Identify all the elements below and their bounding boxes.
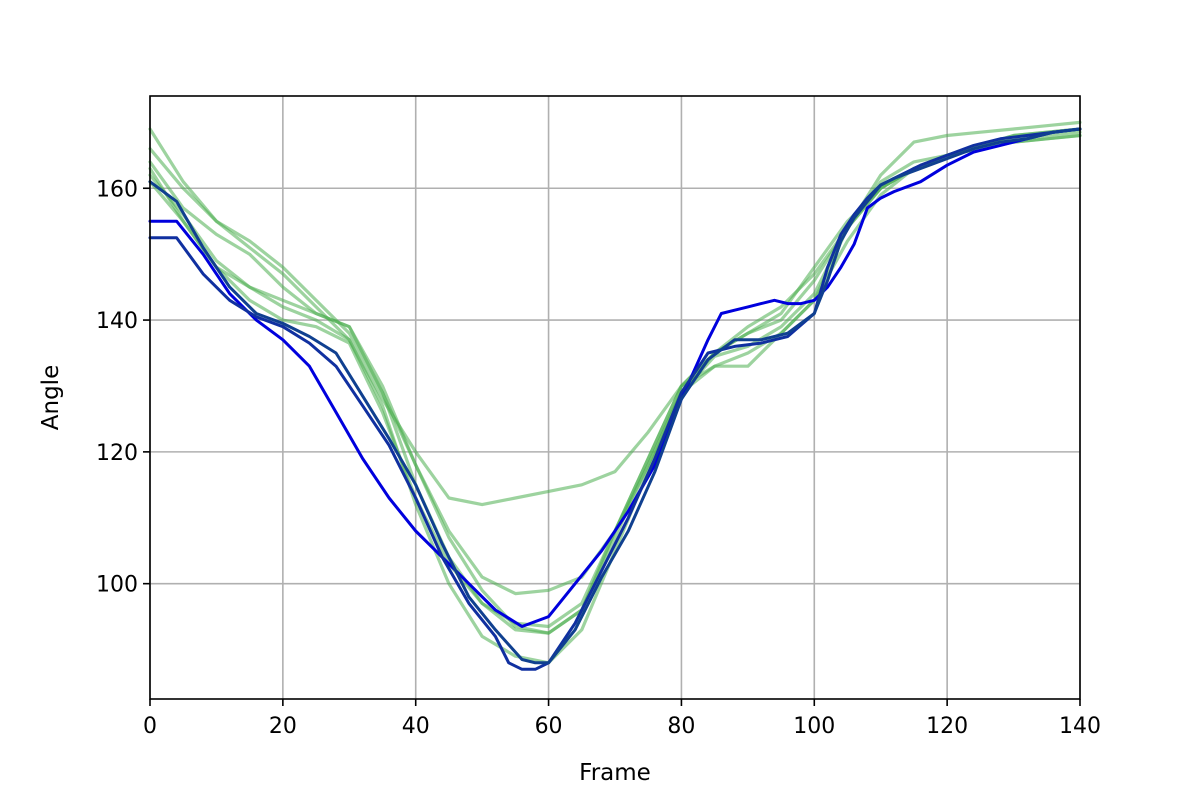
plot-frame <box>149 95 1081 700</box>
series-group <box>148 120 1082 671</box>
x-axis-label: Frame <box>579 760 651 786</box>
y-tick-label: 160 <box>96 177 138 202</box>
x-axis: 0 20 40 60 80 100 120 140 <box>143 699 1101 739</box>
series-line-8 <box>148 127 1082 671</box>
y-tick-label: 120 <box>96 441 138 466</box>
x-tick-label: 140 <box>1059 714 1101 739</box>
series-line-1 <box>148 120 1082 507</box>
series-line-7 <box>148 127 1082 628</box>
x-tick-label: 60 <box>535 714 563 739</box>
x-tick-label: 100 <box>793 714 835 739</box>
x-tick-label: 0 <box>143 714 157 739</box>
series-line-4 <box>148 133 1082 635</box>
y-tick-label: 100 <box>96 573 138 598</box>
x-tick-label: 80 <box>667 714 695 739</box>
x-tick-label: 20 <box>269 714 297 739</box>
y-axis-label: Angle <box>38 365 64 430</box>
grid-lines <box>149 96 1081 699</box>
x-tick-label: 40 <box>402 714 430 739</box>
series-line-2 <box>148 127 1082 596</box>
y-tick-label: 140 <box>96 309 138 334</box>
series-line-9 <box>148 127 1082 665</box>
series-line-3 <box>148 133 1082 635</box>
x-tick-label: 120 <box>926 714 968 739</box>
y-axis: 100 120 140 160 <box>96 177 150 598</box>
